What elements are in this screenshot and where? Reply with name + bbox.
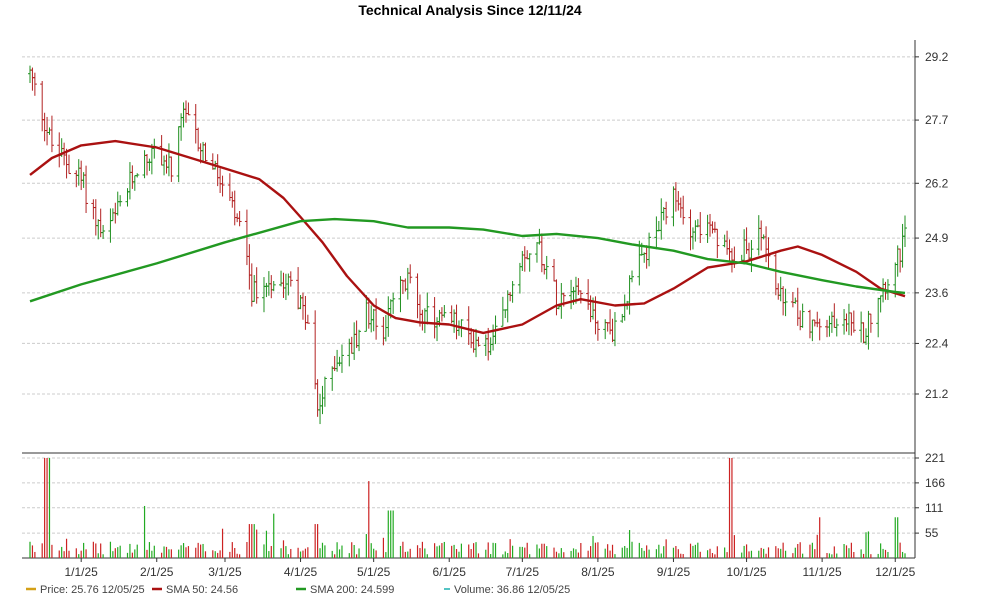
x-tick-label: 8/1/25 <box>581 565 615 579</box>
ohlc-bar <box>271 280 276 292</box>
legend-item: SMA 50: 24.56 <box>152 584 238 596</box>
ohlc-bar <box>783 288 788 317</box>
ohlc-bar <box>630 270 635 283</box>
ohlc-bar <box>425 292 430 325</box>
ohlc-bar <box>391 292 396 314</box>
x-tick-label: 1/1/25 <box>64 565 98 579</box>
ohlc-bar <box>800 303 805 328</box>
legend-label: Volume: 36.86 12/05/25 <box>454 584 570 596</box>
legend-item: Volume: 36.86 12/05/25 <box>444 584 570 596</box>
ohlc-bar <box>322 376 327 407</box>
ohlc-bar <box>84 165 89 214</box>
ohlc-bar <box>544 255 549 280</box>
x-tick-label: 3/1/25 <box>208 565 242 579</box>
price-bars <box>28 65 907 425</box>
ohlc-bar <box>237 210 242 227</box>
ohlc-bar <box>305 314 310 324</box>
price-tick-label: 23.6 <box>925 286 949 300</box>
ohlc-bar <box>817 318 822 341</box>
ohlc-bar <box>681 195 686 225</box>
x-tick-label: 10/1/25 <box>727 565 767 579</box>
ohlc-bar <box>595 320 600 341</box>
ohlc-bar <box>374 298 379 340</box>
volume-tick-label: 111 <box>925 501 944 515</box>
ohlc-bar <box>169 156 174 182</box>
ohlc-bar <box>203 142 208 162</box>
chart-title: Technical Analysis Since 12/11/24 <box>358 2 582 18</box>
ohlc-bar <box>578 290 583 304</box>
ohlc-bar <box>408 264 413 284</box>
ohlc-bar <box>135 173 140 178</box>
price-axis-ticks: 29.2 27.7 26.2 24.9 23.6 22.4 21.2 <box>915 50 949 401</box>
x-tick-label: 5/1/25 <box>357 565 391 579</box>
price-tick-label: 24.9 <box>925 231 949 245</box>
ohlc-bar <box>647 232 652 267</box>
price-tick-label: 21.2 <box>925 387 949 401</box>
ohlc-bar <box>32 72 37 96</box>
ohlc-bar <box>851 310 856 333</box>
x-tick-label: 6/1/25 <box>433 565 467 579</box>
price-tick-label: 26.2 <box>925 176 949 190</box>
x-tick-label: 7/1/25 <box>506 565 540 579</box>
x-tick-label: 2/1/25 <box>140 565 174 579</box>
ohlc-bar <box>118 195 123 207</box>
ohlc-bar <box>766 237 771 269</box>
sma-50-line <box>29 139 906 335</box>
ohlc-bar <box>885 279 890 301</box>
ohlc-bar <box>101 224 106 239</box>
legend-label: Price: 25.76 12/05/25 <box>40 584 145 596</box>
ohlc-bar <box>612 312 617 347</box>
price-tick-label: 22.4 <box>925 336 949 350</box>
ohlc-bar <box>749 240 754 273</box>
volume-axis-ticks: 221 166 111 55 <box>915 451 945 540</box>
volume-tick-label: 166 <box>925 476 945 490</box>
ohlc-bar <box>664 201 669 225</box>
price-tick-label: 29.2 <box>925 50 949 64</box>
ohlc-bar <box>527 253 532 272</box>
ohlc-bar <box>698 212 703 244</box>
x-tick-label: 12/1/25 <box>875 565 915 579</box>
ohlc-bar <box>254 267 259 304</box>
volume-tick-label: 55 <box>925 526 939 540</box>
ohlc-bar <box>442 305 447 318</box>
ohlc-bar <box>715 228 720 259</box>
sma-lines <box>29 139 906 335</box>
x-tick-label: 4/1/25 <box>284 565 318 579</box>
ohlc-bar <box>49 115 54 153</box>
ohlc-bar <box>510 281 515 303</box>
chart-legend: Price: 25.76 12/05/25 SMA 50: 24.56 SMA 20… <box>26 584 570 596</box>
x-tick-label: 11/1/25 <box>803 565 842 579</box>
ohlc-bar <box>186 102 191 116</box>
price-tick-label: 27.7 <box>925 113 949 127</box>
ohlc-bar <box>288 271 293 287</box>
ohlc-bar <box>339 344 344 373</box>
ohlc-bar <box>834 318 839 337</box>
ohlc-bar <box>357 329 362 352</box>
volume-bars <box>29 458 906 558</box>
legend-item: Price: 25.76 12/05/25 <box>26 584 145 596</box>
legend-item: SMA 200: 24.599 <box>296 584 394 596</box>
ohlc-bar <box>220 175 225 197</box>
legend-label: SMA 200: 24.599 <box>310 584 394 596</box>
volume-tick-label: 221 <box>925 451 945 465</box>
ohlc-bar <box>868 313 873 333</box>
x-axis-ticks: 1/1/25 2/1/25 3/1/25 4/1/25 5/1/25 6/1/25 7/1/… <box>64 558 916 579</box>
volume-grid <box>22 457 915 534</box>
ohlc-bar <box>903 215 907 247</box>
sma-200-line <box>29 217 906 303</box>
legend-label: SMA 50: 24.56 <box>166 584 238 596</box>
ohlc-bar <box>66 154 71 175</box>
x-tick-label: 9/1/25 <box>657 565 691 579</box>
ohlc-bar <box>476 336 481 347</box>
